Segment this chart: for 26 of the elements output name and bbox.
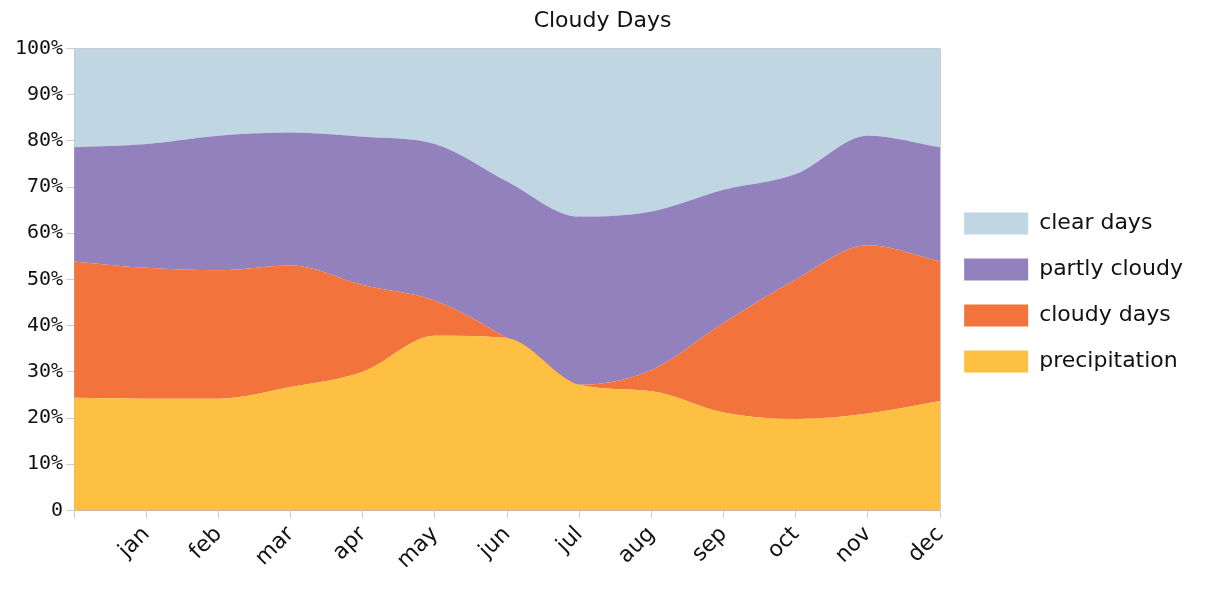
legend-label: clear days (1039, 209, 1153, 235)
x-tick-label: dec (902, 520, 948, 567)
y-tick-label: 40% (27, 311, 64, 336)
x-tick-label: oct (761, 520, 804, 563)
x-tick-label: aug (612, 520, 660, 568)
y-tick-label: 50% (27, 265, 64, 290)
y-tick-label: 100% (14, 34, 64, 59)
y-tick-label: 10% (27, 450, 64, 475)
legend-label: precipitation (1039, 347, 1178, 373)
y-tick-label: 60% (27, 219, 64, 244)
x-tick-label: nov (829, 520, 876, 567)
chart-title: Cloudy Days (533, 6, 672, 32)
x-tick-label: jun (472, 520, 515, 564)
x-tick-label: feb (183, 520, 227, 564)
legend-label: partly cloudy (1039, 255, 1184, 281)
y-tick-label: 0 (51, 496, 64, 521)
legend-label: cloudy days (1039, 301, 1171, 327)
y-tick-label: 30% (27, 358, 64, 383)
y-tick-label: 80% (27, 127, 64, 152)
x-tick-label: jan (111, 520, 154, 563)
y-tick-label: 20% (27, 404, 64, 429)
x-tick-label: apr (326, 520, 372, 565)
x-tick-label: jul (550, 520, 587, 558)
y-tick-label: 90% (27, 80, 64, 105)
y-tick-label: 70% (27, 173, 64, 198)
x-tick-label: sep (686, 520, 732, 566)
